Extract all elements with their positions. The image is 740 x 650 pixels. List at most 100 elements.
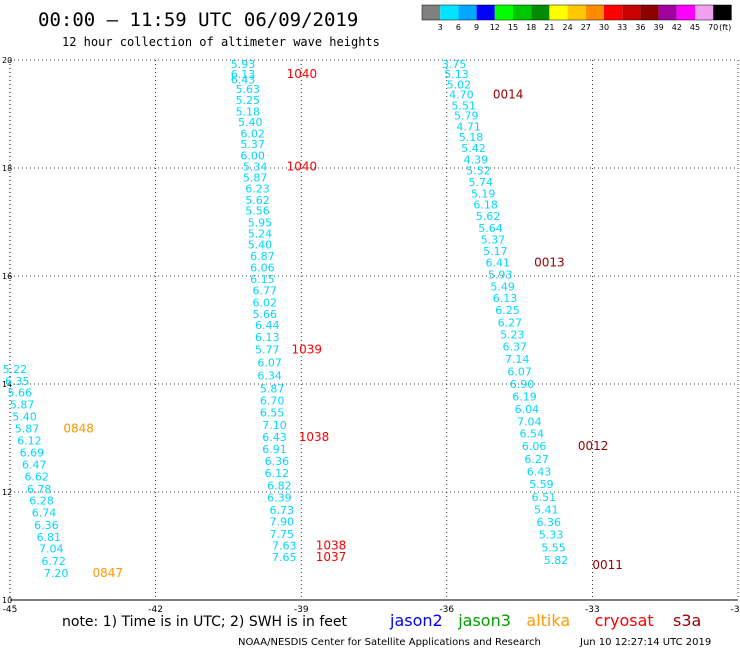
- wave-height-value: 6.13: [493, 292, 518, 305]
- wave-height-value: 5.40: [248, 239, 273, 252]
- wave-height-value: 6.13: [255, 331, 280, 344]
- wave-height-value: 6.43: [231, 73, 256, 86]
- legend-label: 27: [581, 23, 591, 32]
- legend-swatch: [422, 5, 441, 20]
- x-tick-label: -45: [3, 605, 18, 615]
- x-tick-label: -39: [294, 605, 309, 615]
- legend-label: 24: [563, 23, 573, 32]
- pass-time-label: 0013: [534, 256, 565, 270]
- legend-label: 30: [599, 23, 609, 32]
- data-points: 5.936.136.435.635.255.185.406.025.376.00…: [3, 58, 569, 580]
- wave-height-value: 5.77: [255, 343, 280, 356]
- wave-height-value: 6.00: [240, 150, 265, 163]
- wave-height-value: 6.12: [265, 467, 290, 480]
- wave-height-value: 6.06: [250, 261, 275, 274]
- wave-height-value: 5.66: [253, 308, 278, 321]
- wave-height-value: 5.37: [240, 138, 265, 151]
- color-scale-legend: 3 6 9 12 15 18 21 24 27 30 33 36 39 42 45 70 (ft): [421, 4, 732, 32]
- wave-height-value: 6.23: [245, 183, 270, 196]
- wave-height-value: 6.36: [265, 455, 290, 468]
- wave-height-value: 5.18: [236, 105, 261, 118]
- pass-time-label: 0014: [493, 88, 524, 102]
- wave-height-value: 6.15: [250, 273, 275, 286]
- wave-height-value: 6.51: [532, 491, 557, 504]
- wave-height-value: 5.64: [478, 222, 503, 235]
- legend-swatch: [604, 5, 623, 20]
- wave-height-value: 5.66: [7, 387, 32, 400]
- wave-height-value: 6.54: [519, 428, 544, 441]
- x-tick-label: -30: [731, 605, 740, 615]
- time-labels: 1040104010391038103810370014001300120011…: [63, 67, 623, 580]
- wave-height-value: 5.93: [488, 268, 513, 281]
- wave-height-value: 5.24: [248, 227, 273, 240]
- wave-height-value: 6.35: [5, 375, 30, 388]
- wave-height-value: 5.51: [452, 99, 477, 112]
- wave-height-value: 6.36: [536, 516, 561, 529]
- wave-height-value: 4.70: [449, 89, 474, 102]
- satellite-name: jason3: [457, 611, 511, 630]
- wave-height-value: 6.25: [495, 304, 520, 317]
- x-tick-label: -33: [585, 605, 600, 615]
- wave-height-value: 6.02: [253, 296, 278, 309]
- wave-height-value: 5.93: [231, 58, 256, 71]
- wave-height-value: 6.55: [260, 407, 285, 420]
- y-tick-label: 20: [2, 56, 12, 65]
- legend-swatch: [713, 5, 732, 20]
- legend-swatch: [549, 5, 568, 20]
- wave-height-value: 5.79: [454, 110, 479, 123]
- wave-height-value: 6.04: [515, 403, 540, 416]
- wave-height-value: 5.56: [245, 205, 270, 218]
- legend-swatch: [494, 5, 513, 20]
- x-tick-label: -36: [439, 605, 454, 615]
- legend-swatch: [676, 5, 695, 20]
- legend-swatch: [458, 5, 477, 20]
- wave-height-value: 5.18: [459, 131, 484, 144]
- legend-label: 42: [672, 23, 682, 32]
- wave-height-value: 5.23: [500, 328, 525, 341]
- wave-height-value: 7.14: [505, 353, 530, 366]
- pass-time-label: 1040: [287, 67, 318, 81]
- y-tick-label: 12: [2, 488, 12, 497]
- wave-height-value: 6.13: [231, 68, 256, 81]
- legend-swatch: [567, 5, 586, 20]
- legend-label: 33: [617, 23, 627, 32]
- wave-height-value: 6.77: [253, 285, 278, 298]
- pass-time-label: 0847: [93, 566, 124, 580]
- wave-height-value: 5.87: [15, 422, 40, 435]
- wave-height-value: 7.90: [270, 516, 295, 529]
- satellite-legend: jason2 jason3 altika cryosat s3a: [389, 611, 701, 630]
- wave-height-value: 5.87: [10, 399, 35, 412]
- wave-height-value: 6.81: [37, 531, 62, 544]
- pass-time-label: 0848: [63, 421, 94, 435]
- wave-height-value: 4.39: [464, 153, 489, 166]
- pass-time-label: 1039: [291, 342, 322, 356]
- wave-height-value: 5.52: [466, 165, 491, 178]
- x-axis-ticks: -45 -42 -39 -36 -33 -30: [3, 605, 740, 615]
- wave-height-value: 6.39: [267, 491, 292, 504]
- wave-height-value: 6.43: [527, 465, 552, 478]
- wave-height-value: 6.43: [262, 431, 287, 444]
- footer-timestamp: Jun 10 12:27:14 UTC 2019: [579, 637, 711, 648]
- wave-height-value: 7.04: [517, 415, 542, 428]
- wave-height-value: 5.33: [539, 529, 564, 542]
- y-tick-label: 16: [2, 272, 12, 281]
- pass-time-label: 1038: [299, 430, 330, 444]
- x-tick-label: -42: [148, 605, 163, 615]
- footer-note: note: 1) Time is in UTC; 2) SWH is in fe…: [62, 614, 348, 630]
- wave-height-value: 3.75: [442, 58, 467, 71]
- wave-height-value: 5.22: [3, 363, 28, 376]
- legend-swatch: [476, 5, 495, 20]
- wave-height-value: 7.65: [272, 551, 297, 564]
- wave-height-value: 6.91: [262, 443, 287, 456]
- wave-height-value: 6.82: [267, 480, 292, 493]
- wave-height-value: 6.27: [498, 316, 523, 329]
- wave-height-value: 5.42: [461, 142, 486, 155]
- wave-height-value: 7.20: [44, 567, 69, 580]
- wave-height-value: 6.62: [24, 470, 49, 483]
- wave-height-value: 4.71: [456, 120, 481, 133]
- wave-height-value: 6.06: [522, 440, 547, 453]
- wave-height-value: 7.10: [262, 419, 287, 432]
- legend-label: 18: [526, 23, 536, 32]
- pass-time-label: 0011: [592, 558, 623, 572]
